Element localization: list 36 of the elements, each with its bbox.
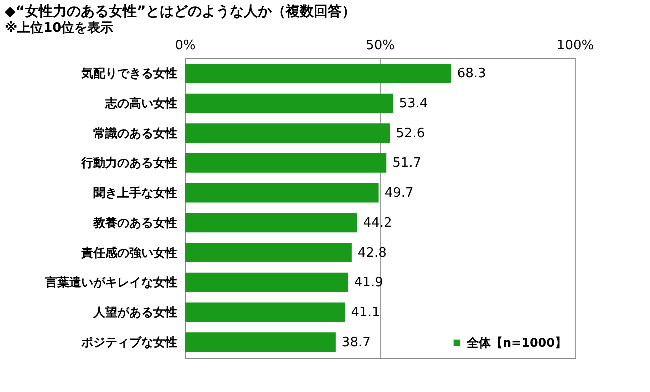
y-tick-label: 志の高い女性: [104, 96, 178, 111]
data-label: 41.9: [354, 276, 384, 291]
data-label: 38.7: [342, 335, 371, 350]
y-tick-label: 常識のある女性: [94, 126, 178, 140]
data-label: 42.8: [358, 246, 387, 261]
x-tick-label: 100%: [556, 38, 594, 54]
bar: [185, 124, 390, 144]
bar: [185, 302, 346, 322]
bar: [185, 272, 348, 292]
bar: [185, 94, 394, 114]
data-label: 49.7: [384, 186, 414, 202]
data-label: 44.2: [363, 216, 392, 231]
y-tick-label: 聞き上手な女性: [94, 186, 178, 200]
y-tick-label: 言葉遣いがキレイな女性: [44, 276, 178, 290]
y-tick-label: 教養のある女性: [92, 216, 178, 230]
data-label: 68.3: [457, 66, 486, 82]
x-tick-label: 0%: [175, 38, 196, 54]
data-label: 41.1: [351, 305, 380, 320]
y-tick-label: 人望がある女性: [92, 305, 178, 320]
data-label: 52.6: [396, 126, 426, 142]
x-tick-label: 50%: [366, 38, 395, 54]
y-tick-label: ポジティブな女性: [80, 335, 178, 350]
y-tick-label: 気配りできる女性: [80, 66, 178, 81]
bar: [185, 332, 336, 352]
chart-title: ◆“女性力のある女性”とはどのような人か（複数回答）: [5, 3, 356, 20]
data-label: 51.7: [392, 156, 422, 172]
data-label: 53.4: [399, 96, 428, 112]
bar: [185, 64, 452, 84]
text: ※上位10位を表示: [5, 21, 114, 36]
bar: [185, 183, 379, 203]
bar: [185, 243, 352, 262]
y-tick-label: 責任感の強い女性: [80, 246, 178, 260]
bar: [185, 213, 358, 233]
y-tick-label: 行動力のある女性: [80, 156, 178, 170]
bar: [185, 154, 387, 173]
legend-label: 全体【n=1000】: [466, 336, 567, 350]
